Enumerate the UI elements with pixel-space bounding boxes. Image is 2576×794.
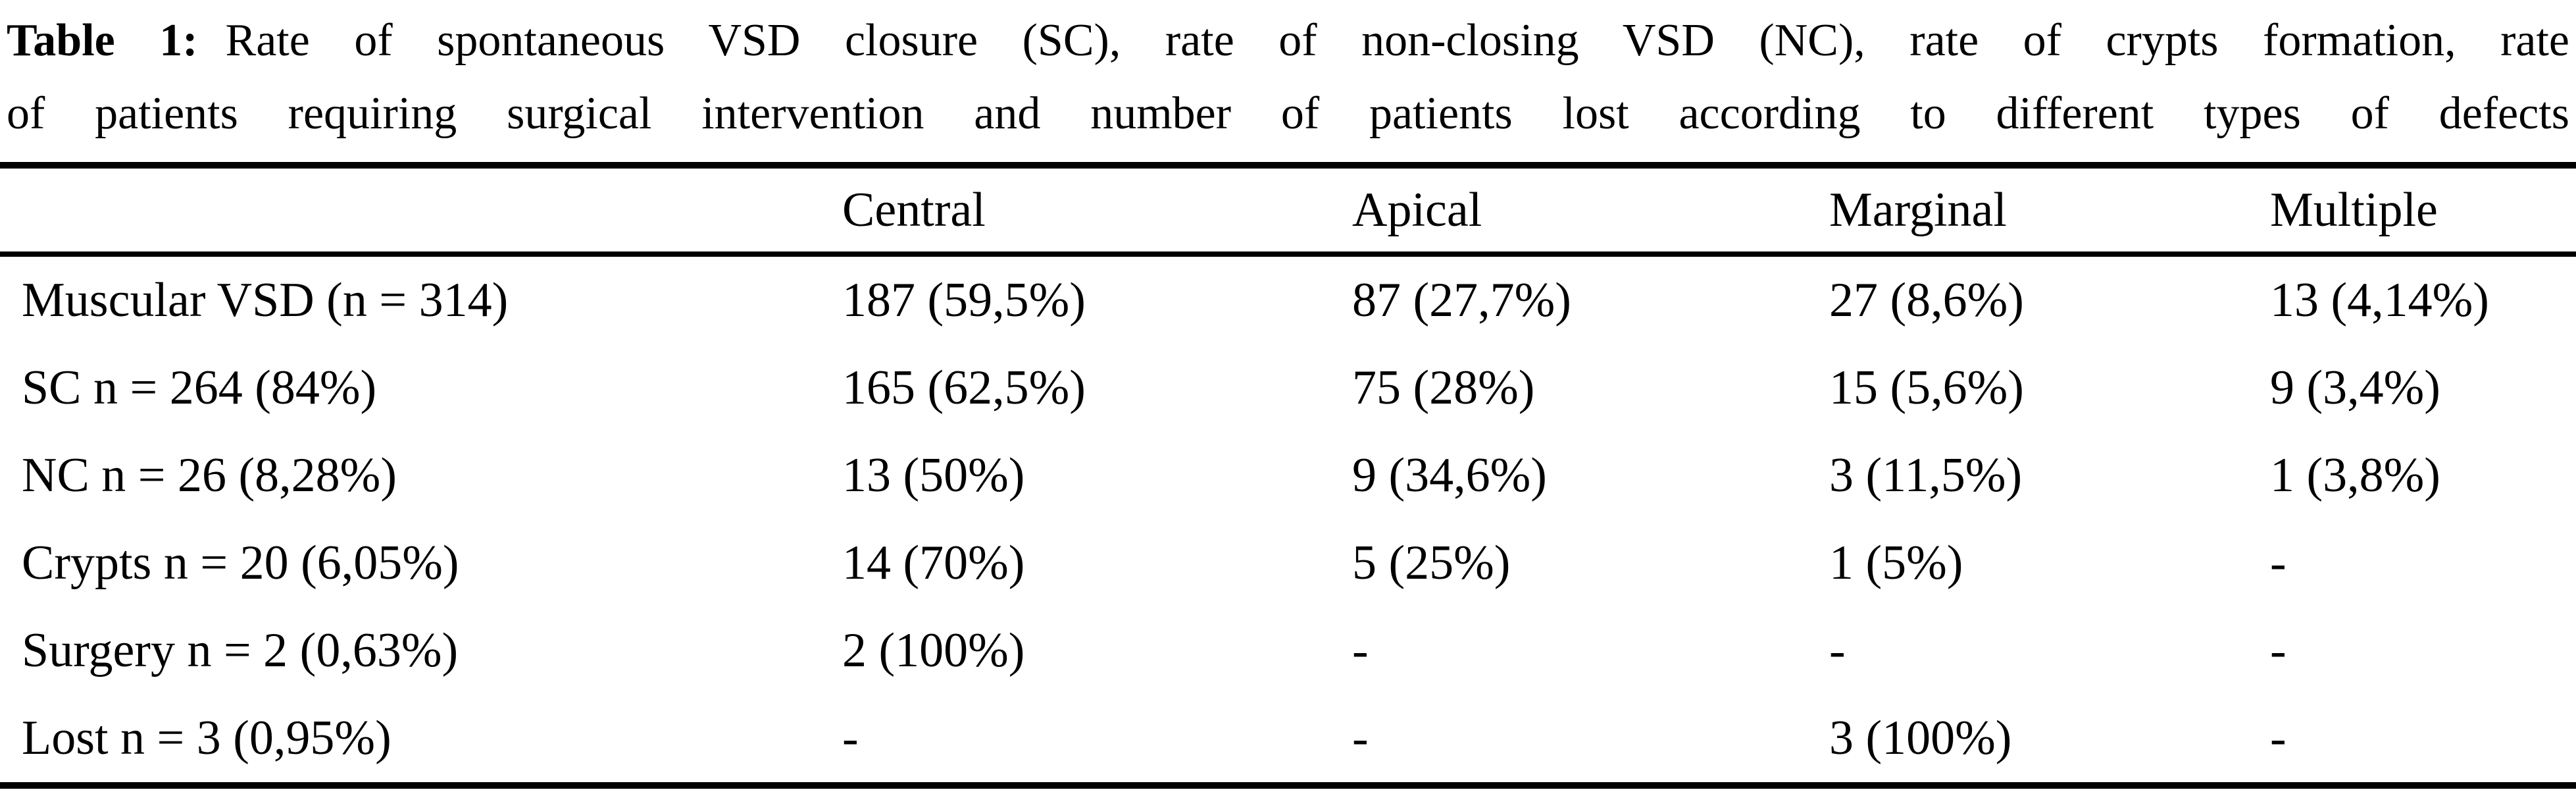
table-row-muscular-vsd: Muscular VSD (n = 314) 187 (59,5%) 87 (2…: [0, 254, 2576, 344]
caption-text-line-1: Rate of spontaneous VSD closure (SC), ra…: [225, 15, 2569, 66]
table-cell: -: [1352, 623, 1369, 677]
table-cell: -: [2270, 711, 2286, 765]
table-cell: 13 (50%): [842, 448, 1025, 502]
table-cell: 165 (62,5%): [842, 361, 1086, 415]
row-label: Lost n = 3 (0,95%): [22, 711, 391, 765]
column-header-marginal: Marginal: [1829, 182, 2007, 237]
table-cell: 1 (5%): [1829, 536, 1963, 590]
table-caption: Table 1: Rate of spontaneous VSD closure …: [7, 4, 2569, 150]
table-cell: -: [2270, 536, 2286, 590]
column-header-apical: Apical: [1352, 182, 1482, 237]
table-cell: -: [842, 711, 859, 765]
table-cell: -: [1829, 623, 1846, 677]
table-cell: -: [1352, 711, 1369, 765]
table-cell: 1 (3,8%): [2270, 448, 2440, 502]
table-cell: 187 (59,5%): [842, 273, 1086, 327]
caption-label: Table 1:: [7, 15, 198, 66]
table-cell: 9 (3,4%): [2270, 361, 2440, 415]
table-cell: 9 (34,6%): [1352, 448, 1547, 502]
row-label: Surgery n = 2 (0,63%): [22, 623, 459, 677]
table-row-sc: SC n = 264 (84%) 165 (62,5%) 75 (28%) 15…: [0, 344, 2576, 432]
caption-line-1: Table 1: Rate of spontaneous VSD closure …: [7, 4, 2569, 77]
table-cell: 5 (25%): [1352, 536, 1511, 590]
table-cell: 3 (11,5%): [1829, 448, 2023, 502]
row-label: Crypts n = 20 (6,05%): [22, 536, 459, 590]
table-body: Muscular VSD (n = 314) 187 (59,5%) 87 (2…: [0, 254, 2576, 785]
results-table: Central Apical Marginal Multiple Muscula…: [0, 162, 2576, 789]
column-header-central: Central: [842, 182, 986, 237]
table-cell: 15 (5,6%): [1829, 361, 2024, 415]
row-label: NC n = 26 (8,28%): [22, 448, 397, 502]
table-cell: 14 (70%): [842, 536, 1025, 590]
table-cell: 27 (8,6%): [1829, 273, 2024, 327]
table-cell: -: [2270, 623, 2286, 677]
table-cell: 13 (4,14%): [2270, 273, 2489, 327]
table-cell: 87 (27,7%): [1352, 273, 1571, 327]
caption-line-2: of patients requiring surgical intervent…: [7, 77, 2569, 150]
header-row: Central Apical Marginal Multiple: [0, 165, 2576, 254]
table-row-nc: NC n = 26 (8,28%) 13 (50%) 9 (34,6%) 3 (…: [0, 432, 2576, 519]
table-cell: 3 (100%): [1829, 711, 2012, 765]
table-row-crypts: Crypts n = 20 (6,05%) 14 (70%) 5 (25%) 1…: [0, 519, 2576, 607]
column-header-empty: [0, 165, 842, 254]
caption-text-line-2: of patients requiring surgical intervent…: [7, 88, 2569, 139]
table-header: Central Apical Marginal Multiple: [0, 165, 2576, 254]
table-row-surgery: Surgery n = 2 (0,63%) 2 (100%) - - -: [0, 607, 2576, 695]
table-cell: 75 (28%): [1352, 361, 1535, 415]
row-label: SC n = 264 (84%): [22, 361, 377, 415]
column-header-multiple: Multiple: [2270, 182, 2438, 237]
row-label: Muscular VSD (n = 314): [22, 273, 509, 327]
table-cell: 2 (100%): [842, 623, 1025, 677]
table-row-lost: Lost n = 3 (0,95%) - - 3 (100%) -: [0, 695, 2576, 785]
